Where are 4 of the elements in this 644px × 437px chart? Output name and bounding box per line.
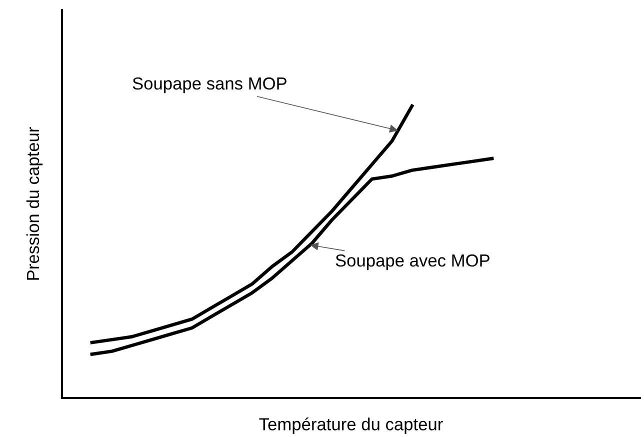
x-axis-title: Température du capteur (259, 417, 443, 434)
series-label: Soupape avec MOP (336, 254, 490, 270)
y-axis-title: Pression du capteur (26, 127, 43, 280)
text: Soupape sans MOP (132, 77, 286, 94)
